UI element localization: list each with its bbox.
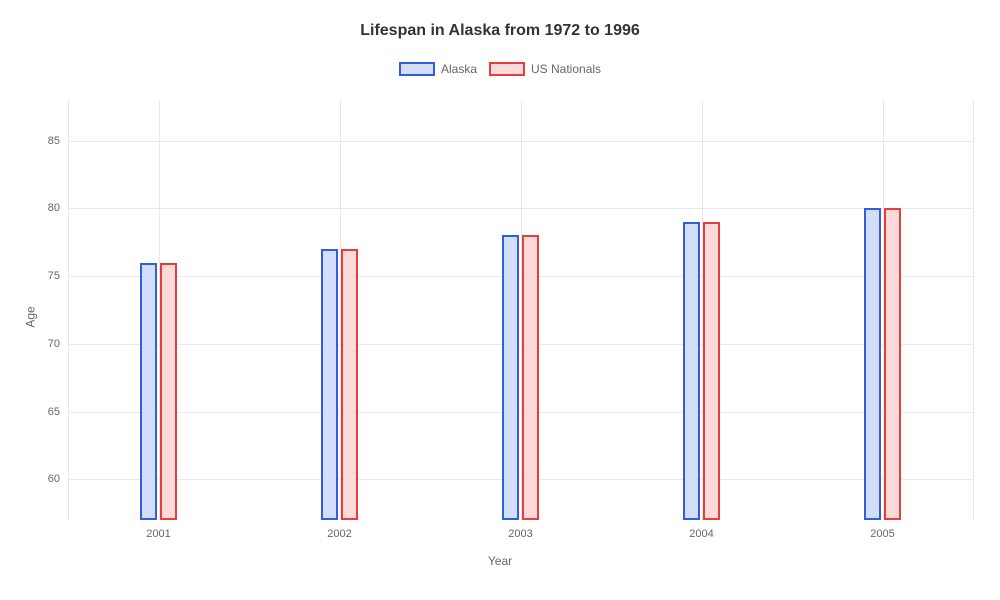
y-tick-label: 80 <box>48 202 68 214</box>
bar <box>341 249 358 520</box>
bar <box>321 249 338 520</box>
bar <box>502 235 519 520</box>
legend-label-us: US Nationals <box>531 62 601 76</box>
x-tick-label: 2003 <box>508 520 532 540</box>
y-axis-label: Age <box>24 306 38 327</box>
chart-title: Lifespan in Alaska from 1972 to 1996 <box>0 22 1000 40</box>
y-tick-label: 75 <box>48 270 68 282</box>
bar <box>160 263 177 520</box>
bar <box>864 208 881 520</box>
bar <box>522 235 539 520</box>
y-tick-label: 60 <box>48 473 68 485</box>
legend-swatch-us <box>489 62 525 76</box>
legend-item-us: US Nationals <box>489 62 601 76</box>
legend-swatch-alaska <box>399 62 435 76</box>
x-tick-label: 2002 <box>327 520 351 540</box>
bar <box>683 222 700 520</box>
bar <box>884 208 901 520</box>
x-tick-label: 2001 <box>146 520 170 540</box>
legend-item-alaska: Alaska <box>399 62 477 76</box>
legend: Alaska US Nationals <box>0 62 1000 76</box>
chart-container: Lifespan in Alaska from 1972 to 1996 Ala… <box>0 0 1000 600</box>
gridline-v <box>68 100 69 520</box>
gridline-v <box>973 100 974 520</box>
legend-label-alaska: Alaska <box>441 62 477 76</box>
bar <box>703 222 720 520</box>
x-tick-label: 2005 <box>870 520 894 540</box>
y-tick-label: 70 <box>48 338 68 350</box>
plot-area: 60657075808520012002200320042005 <box>68 100 973 520</box>
y-tick-label: 65 <box>48 406 68 418</box>
x-axis-label: Year <box>0 554 1000 568</box>
x-tick-label: 2004 <box>689 520 713 540</box>
y-tick-label: 85 <box>48 135 68 147</box>
bar <box>140 263 157 520</box>
